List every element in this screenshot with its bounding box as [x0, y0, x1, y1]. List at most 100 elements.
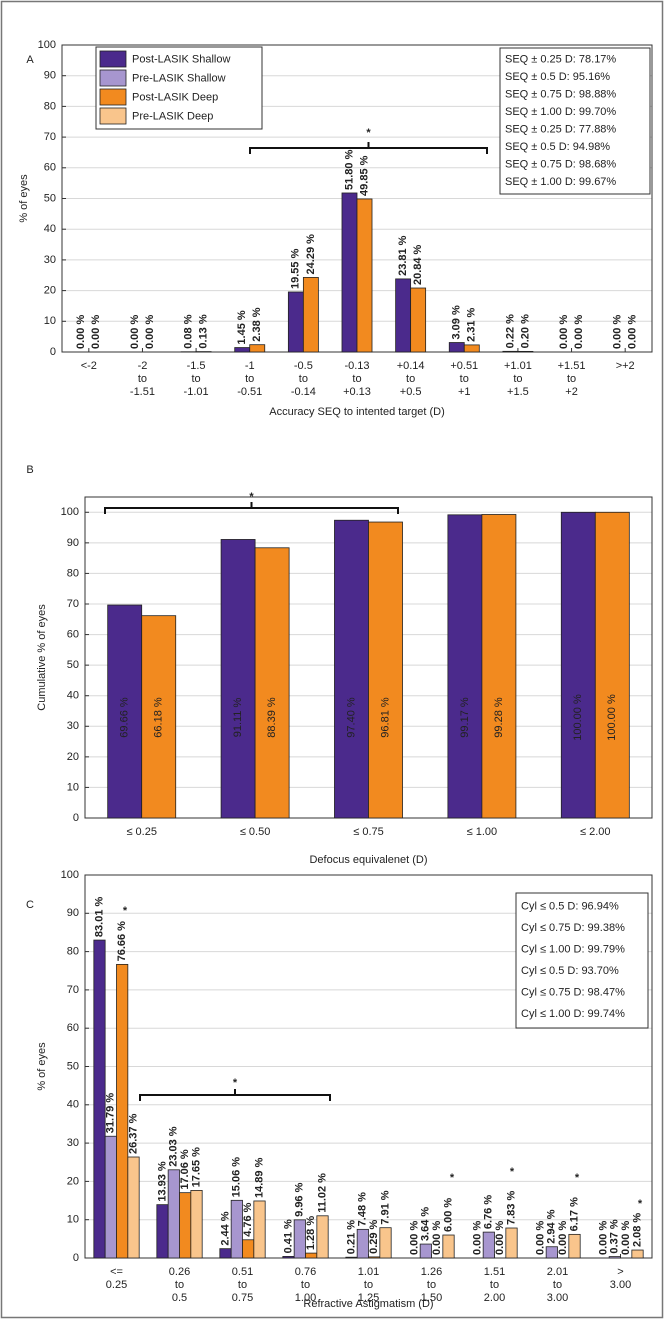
y-tick-label: 70 [67, 984, 79, 996]
x-tick-label-line: 0.76 [295, 1266, 316, 1278]
x-axis-label: Defocus equivalenet (D) [309, 854, 427, 866]
value-label: 23.03 % [168, 1126, 180, 1167]
value-label: 0.13 % [198, 314, 210, 348]
value-label: 6.17 % [568, 1197, 580, 1231]
x-tick-label: -2 to -1.51 [130, 360, 155, 398]
bar [316, 1215, 329, 1259]
value-label: 23.81 % [397, 235, 409, 276]
stats-box [515, 892, 649, 1029]
y-tick-label: 60 [67, 628, 79, 640]
bar [282, 1256, 295, 1259]
significance-star: * [366, 127, 371, 139]
bar [341, 192, 358, 353]
value-label: 96.81 % [379, 697, 391, 738]
x-axis-label: Refractive Astigmatism (D) [303, 1298, 433, 1310]
y-tick-label: 10 [67, 781, 79, 793]
x-tick-label-line: <= [110, 1266, 123, 1278]
y-tick-label: 20 [44, 285, 56, 297]
value-label: 14.89 % [253, 1157, 265, 1198]
x-tick-label-line: -1.51 [130, 386, 155, 398]
stats-line: Cyl ≤ 1.00 D: 99.79% [521, 944, 625, 956]
y-tick-label: 30 [44, 254, 56, 266]
legend-label: Pre-LASIK Shallow [132, 72, 226, 84]
value-label: 66.18 % [153, 697, 165, 738]
bar [190, 1190, 203, 1259]
value-label: 15.06 % [231, 1157, 243, 1198]
x-tick-label-line: 0.25 [106, 1279, 127, 1291]
x-tick-label-line: +1.51 [558, 360, 586, 372]
y-tick-label: 60 [44, 162, 56, 174]
bar [356, 198, 373, 353]
bar [230, 1199, 243, 1259]
value-label: 19.55 % [290, 248, 302, 289]
stats-line: Cyl ≤ 0.5 D: 93.70% [521, 965, 619, 977]
stats-line: SEQ ± 1.00 D: 99.70% [505, 106, 616, 118]
value-label: 7.91 % [379, 1190, 391, 1224]
panel-letter: B [26, 464, 33, 476]
value-label: 0.21 % [345, 1220, 357, 1254]
x-tick-label-line: to [138, 373, 147, 385]
value-label: 3.09 % [451, 305, 463, 339]
value-label: 0.00 % [627, 315, 639, 349]
bar [253, 1200, 266, 1259]
x-tick-label-line: 2.00 [484, 1292, 505, 1304]
x-tick-label-line: to [406, 373, 415, 385]
bar [608, 1256, 621, 1259]
bar [302, 277, 319, 353]
legend-swatch [99, 69, 127, 87]
x-tick-label-line: 0.75 [232, 1292, 253, 1304]
bar [379, 1227, 392, 1259]
value-label: 2.31 % [466, 307, 478, 341]
x-tick-label-line: +1 [458, 386, 471, 398]
value-label: 7.48 % [357, 1192, 369, 1226]
value-label: 91.11 % [232, 698, 244, 738]
value-label: 0.00 % [534, 1221, 546, 1255]
bar [448, 342, 465, 353]
stats-line: SEQ ± 0.5 D: 94.98% [505, 141, 610, 153]
x-tick-label-line: -0.51 [237, 386, 262, 398]
bar [254, 547, 290, 819]
value-label: 76.66 % [116, 921, 128, 962]
significance-star: * [249, 491, 254, 503]
stats-line: SEQ ± 0.75 D: 98.68% [505, 159, 616, 171]
bar [463, 344, 480, 353]
x-tick-label-line: to [175, 1279, 184, 1291]
x-tick-label: 0.76 to 1.00 [295, 1266, 316, 1304]
bar [104, 1135, 117, 1259]
value-label: 3.64 % [420, 1207, 432, 1241]
x-tick-label: +0.51 to +1 [450, 360, 478, 398]
stats-line: SEQ ± 0.75 D: 98.88% [505, 89, 616, 101]
x-tick-label: 2.01 to 3.00 [547, 1266, 568, 1304]
bar [594, 511, 630, 819]
value-label: 83.01 % [93, 896, 105, 937]
x-tick-label-line: +1.01 [504, 360, 532, 372]
value-label: 2.94 % [546, 1209, 558, 1243]
x-tick-label-line: to [191, 373, 200, 385]
x-tick-label-line: to [567, 373, 576, 385]
bar [482, 1231, 495, 1259]
x-tick-label-line: -0.14 [291, 386, 316, 398]
y-tick-label: 40 [44, 223, 56, 235]
panel-letter: A [26, 54, 34, 66]
x-tick-label-line: -1 [245, 360, 255, 372]
x-tick-label-line: to [301, 1279, 310, 1291]
y-tick-label: 50 [67, 659, 79, 671]
significance-star: * [450, 1172, 455, 1184]
value-label: 20.84 % [412, 244, 424, 285]
value-label: 69.66 % [119, 697, 131, 738]
y-tick-label: 80 [44, 100, 56, 112]
bar [141, 615, 177, 819]
x-tick-label-line: >+2 [616, 360, 635, 372]
significance-star: * [510, 1166, 515, 1178]
x-tick-label: 0.51 to 0.75 [232, 1266, 253, 1304]
significance-bracket [139, 1089, 331, 1101]
bar [249, 344, 266, 353]
x-tick-label-line: -1.5 [187, 360, 206, 372]
bar [93, 939, 106, 1259]
bar [481, 514, 517, 819]
value-label: 0.29 % [368, 1219, 380, 1253]
value-label: 17.65 % [190, 1147, 202, 1188]
panel-letter: C [26, 899, 34, 911]
x-tick-label-line: to [299, 373, 308, 385]
x-tick-label: >3.00 [610, 1266, 631, 1291]
